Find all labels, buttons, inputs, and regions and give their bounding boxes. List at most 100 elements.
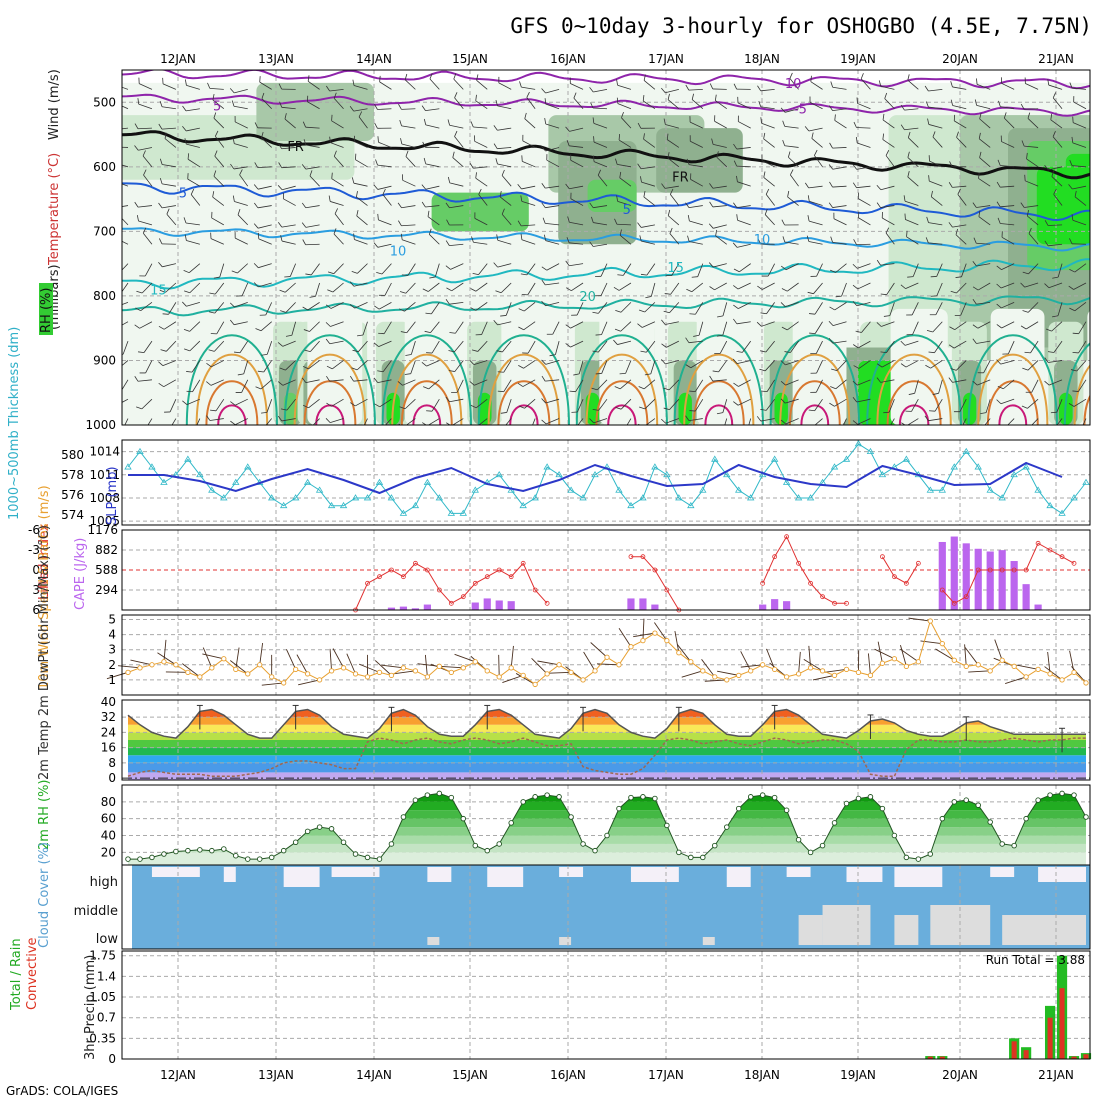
barb-64-690 (882, 217, 895, 226)
precip-conv-bar-79 (1071, 1056, 1077, 1059)
barb-flag-14-870 (277, 342, 283, 347)
rh-point-29 (472, 842, 479, 849)
barb-flag-16-840 (303, 329, 310, 332)
wind10-point-9 (233, 666, 239, 672)
barb-flag-22-750 (376, 272, 383, 275)
barb-26-690 (427, 216, 440, 226)
barb-42-960 (620, 398, 632, 410)
barb-10-810 (234, 301, 248, 308)
barb-flag-66-930 (908, 392, 915, 395)
precip-tick-1.05: 1.05 (89, 990, 116, 1004)
thickness-line (128, 461, 1063, 495)
barb-2-600 (142, 155, 153, 168)
barb-64-600 (885, 155, 895, 168)
barb-flag-34-690 (517, 220, 522, 227)
barb-28-720 (449, 243, 464, 247)
slp-point-62 (866, 447, 875, 454)
barb-52-510 (737, 102, 751, 110)
barb-flag-72-930 (972, 380, 978, 386)
wind10-barb-67 (908, 617, 931, 622)
barb-flag-52-570 (733, 143, 738, 150)
barb-46-840 (665, 321, 679, 325)
rh-point-25 (424, 792, 431, 798)
barb-18-660 (330, 201, 344, 206)
barb-flag-16-810 (302, 306, 309, 311)
barb-14-870 (282, 340, 296, 347)
rh-point-12 (268, 854, 275, 861)
barb-6-780 (189, 282, 201, 294)
barb-flag-22-930 (373, 377, 379, 383)
barb-flag-48-660 (685, 202, 690, 208)
precip-conv-bar-74 (1011, 1041, 1017, 1059)
cloud-high-clear-7 (630, 867, 679, 882)
barb-40-750 (600, 263, 608, 277)
contour-label-0: -10 (780, 77, 801, 92)
li-tick-6: 6 (32, 603, 40, 617)
barb-62-960 (856, 398, 871, 403)
barb-flag-40-690 (591, 216, 594, 223)
barb-32-630 (501, 175, 512, 187)
wind10-barb-64 (874, 648, 895, 660)
barb-flag-66-570 (907, 131, 911, 138)
temp-tick-24: 24 (101, 725, 116, 739)
barb-58-480 (810, 81, 823, 90)
barb-28-960 (449, 398, 464, 403)
barb-32-570 (497, 147, 512, 150)
barb-12-750 (258, 263, 272, 269)
barb-flag-44-600 (637, 163, 642, 169)
rh-axis-label: RH (%) (39, 288, 54, 333)
barb-flag-2-780 (136, 290, 143, 294)
barb-flag-6-480 (184, 79, 187, 86)
rh-point-35 (544, 792, 550, 798)
barb-80-840 (1078, 321, 1087, 334)
temp2m-axis-label: 2m Temp 2m DewPt (6hr Min/Max) (°C) (37, 525, 52, 780)
barb-flag-70-780 (950, 290, 957, 294)
slp-point-41 (615, 486, 623, 493)
barb-flag-74-630 (996, 181, 1001, 188)
barb-flag-12-510 (261, 92, 265, 99)
barb-flag-36-690 (542, 217, 546, 224)
barb-flag-70-900 (950, 368, 957, 371)
barb-10-990 (235, 418, 248, 425)
li-tick-3: 3 (32, 583, 40, 597)
wind10-barb-23 (381, 664, 404, 669)
barb-flag-18-780 (327, 289, 334, 293)
wind10-point-45 (664, 638, 670, 644)
wind10-barb-52 (740, 651, 752, 672)
barb-flag-80-660 (1074, 190, 1077, 197)
slp-point-22 (387, 494, 396, 501)
barb-flag-36-780 (541, 279, 546, 286)
barb-76-900 (1027, 360, 1039, 371)
wind-barbs (122, 72, 1087, 425)
barb-14-690 (281, 224, 296, 228)
contour-0 (122, 130, 1090, 180)
barb-38-630 (569, 185, 584, 190)
barb-flag-68-630 (928, 175, 930, 182)
slp-point-1 (136, 447, 144, 454)
barb-54-510 (760, 106, 775, 110)
rh-point-59 (831, 820, 838, 826)
barb-20-510 (353, 108, 368, 112)
diurnal-25-1 (283, 334, 376, 425)
barb-72-930 (977, 379, 991, 386)
wind10-barb-36 (537, 660, 560, 666)
barb-flag-22-870 (373, 342, 379, 347)
barb-flag-4-630 (159, 178, 163, 184)
li-tick--6: -6 (28, 523, 40, 537)
barb-flag-22-630 (373, 184, 379, 190)
barb-flag-14-480 (278, 83, 283, 90)
cloud-low-speck-1 (702, 937, 715, 945)
barb-40-810 (598, 302, 608, 314)
barb-66-510 (904, 108, 919, 111)
rh-point-26 (436, 790, 443, 797)
barb-flag-34-900 (518, 365, 524, 369)
barb-flag-68-570 (932, 131, 936, 138)
cloud-high-clear-10 (846, 867, 883, 882)
barb-38-660 (570, 198, 584, 206)
barb-64-660 (880, 205, 895, 208)
barb-flag-68-930 (932, 392, 939, 395)
barb-20-960 (355, 398, 368, 407)
barb-flag-40-660 (589, 202, 594, 208)
